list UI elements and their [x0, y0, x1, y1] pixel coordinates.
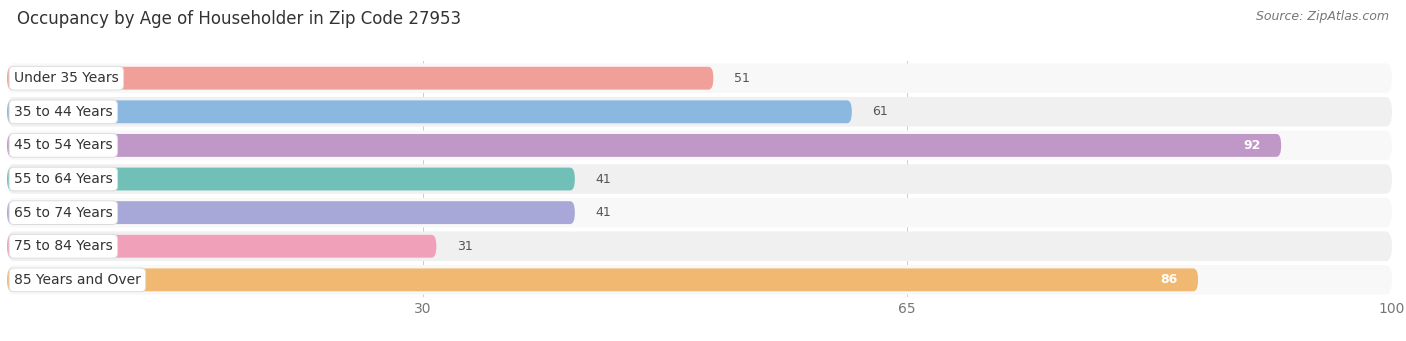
FancyBboxPatch shape [7, 201, 575, 224]
Text: 31: 31 [457, 240, 472, 253]
Text: Under 35 Years: Under 35 Years [14, 71, 118, 85]
FancyBboxPatch shape [7, 63, 1392, 93]
FancyBboxPatch shape [7, 67, 713, 90]
FancyBboxPatch shape [7, 167, 575, 191]
Text: Occupancy by Age of Householder in Zip Code 27953: Occupancy by Age of Householder in Zip C… [17, 10, 461, 28]
FancyBboxPatch shape [7, 164, 1392, 194]
FancyBboxPatch shape [7, 268, 1198, 291]
Text: 61: 61 [873, 105, 889, 118]
FancyBboxPatch shape [7, 232, 1392, 261]
Text: 65 to 74 Years: 65 to 74 Years [14, 206, 112, 220]
Text: 45 to 54 Years: 45 to 54 Years [14, 138, 112, 152]
FancyBboxPatch shape [7, 198, 1392, 227]
Text: 92: 92 [1243, 139, 1260, 152]
Text: 85 Years and Over: 85 Years and Over [14, 273, 141, 287]
Text: 35 to 44 Years: 35 to 44 Years [14, 105, 112, 119]
Text: 41: 41 [596, 206, 612, 219]
FancyBboxPatch shape [7, 265, 1392, 295]
FancyBboxPatch shape [7, 134, 1281, 157]
FancyBboxPatch shape [7, 235, 436, 258]
Text: 51: 51 [734, 72, 749, 85]
Text: 75 to 84 Years: 75 to 84 Years [14, 239, 112, 253]
Text: Source: ZipAtlas.com: Source: ZipAtlas.com [1256, 10, 1389, 23]
FancyBboxPatch shape [7, 131, 1392, 160]
FancyBboxPatch shape [7, 100, 852, 123]
Text: 41: 41 [596, 173, 612, 186]
FancyBboxPatch shape [7, 97, 1392, 127]
Text: 86: 86 [1160, 273, 1177, 286]
Text: 55 to 64 Years: 55 to 64 Years [14, 172, 112, 186]
